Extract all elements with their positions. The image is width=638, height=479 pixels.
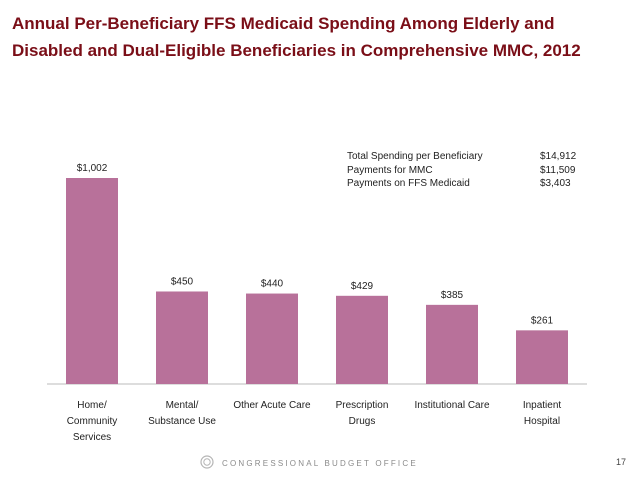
category-label-4: Institutional Care	[414, 400, 490, 411]
bar-2	[246, 293, 298, 384]
spending-summary: Total Spending per Beneficiary $14,912 P…	[347, 150, 597, 191]
summary-label: Payments for MMC	[347, 164, 433, 176]
cbo-logo-icon	[200, 455, 214, 469]
data-label-1: $450	[171, 276, 194, 287]
summary-value: $11,509	[540, 164, 576, 176]
data-label-0: $1,002	[77, 163, 108, 174]
summary-row-total: Total Spending per Beneficiary $14,912	[347, 150, 597, 164]
chart-title: Annual Per-Beneficiary FFS Medicaid Spen…	[12, 14, 581, 60]
footer-agency: CONGRESSIONAL BUDGET OFFICE	[222, 459, 418, 468]
bar-1	[156, 291, 208, 384]
bar-4	[426, 304, 478, 384]
category-label-2: Other Acute Care	[233, 400, 311, 411]
bar-5	[516, 330, 568, 384]
data-label-4: $385	[441, 290, 464, 301]
summary-row-mmc: Payments for MMC $11,509	[347, 164, 597, 178]
category-label-5: Inpatient Hospital	[522, 400, 562, 427]
summary-label: Total Spending per Beneficiary	[347, 151, 483, 162]
category-label-0: Home/ Community Services	[66, 400, 118, 443]
data-label-2: $440	[261, 279, 284, 290]
summary-row-ffs: Payments on FFS Medicaid $3,403	[347, 177, 597, 191]
category-label-3: Prescription Drugs	[335, 400, 389, 427]
summary-label: Payments on FFS Medicaid	[347, 178, 470, 189]
bar-3	[336, 295, 388, 384]
data-label-5: $261	[531, 315, 554, 326]
data-label-3: $429	[351, 281, 374, 292]
bar-0	[66, 178, 118, 384]
category-label-1: Mental/ Substance Use	[148, 400, 216, 427]
page-number: 17	[615, 457, 626, 467]
summary-value: $3,403	[540, 178, 571, 189]
summary-value: $14,912	[540, 151, 577, 162]
